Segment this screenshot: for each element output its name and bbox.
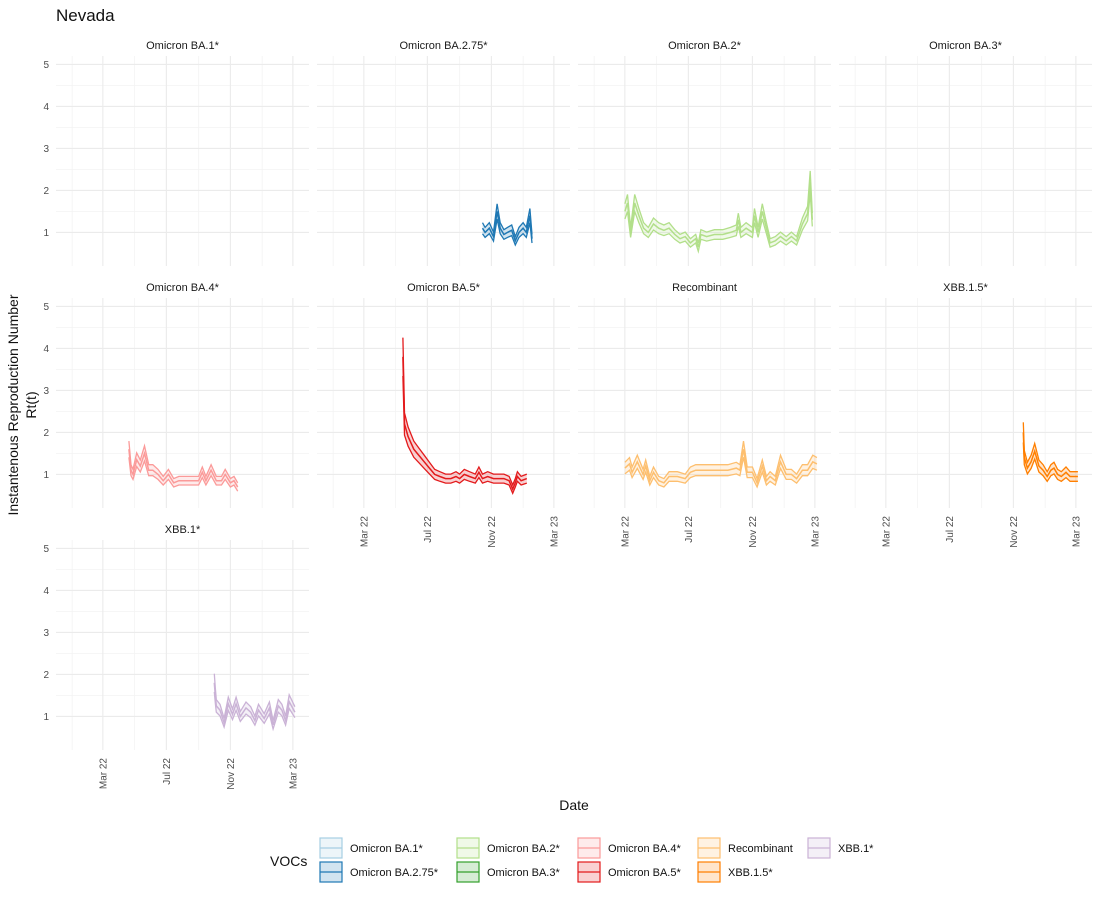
x-tick-label: Mar 23 bbox=[549, 516, 560, 548]
rt-series-line bbox=[1022, 432, 1078, 478]
legend: VOCs Omicron BA.1* Omicron BA.2.75* Omicro… bbox=[270, 837, 874, 883]
facet-panels: Omicron BA.1* 1 2 3 4 5 Omicron BA.2.75* Omicro… bbox=[43, 40, 1092, 790]
facet-panel-xbb-1-5: XBB.1.5* Mar 22 Jul 22 Nov 22 Mar 23 bbox=[839, 282, 1092, 548]
legend-item-omicron-ba-1: Omicron BA.1* bbox=[319, 837, 423, 859]
x-tick-label: Jul 22 bbox=[945, 516, 956, 543]
upper-bound-line bbox=[481, 203, 533, 239]
legend-item-omicron-ba-5: Omicron BA.5* bbox=[577, 861, 681, 883]
y-tick-label: 1 bbox=[43, 228, 49, 239]
legend-item-omicron-ba-2-75: Omicron BA.2.75* bbox=[319, 861, 439, 883]
legend-label: Omicron BA.3* bbox=[487, 867, 560, 879]
x-tick-label: Mar 23 bbox=[1071, 516, 1082, 548]
facet-panel-omicron-ba-4: Omicron BA.4* 1 2 3 4 5 bbox=[43, 282, 309, 508]
facet-strip-label: Omicron BA.1* bbox=[146, 40, 219, 52]
lower-bound-line bbox=[402, 375, 528, 495]
lower-bound-line bbox=[128, 457, 239, 492]
legend-label: Omicron BA.2.75* bbox=[350, 867, 439, 879]
legend-title: VOCs bbox=[270, 853, 307, 869]
rt-series-line bbox=[128, 449, 239, 488]
ci-ribbon bbox=[482, 203, 532, 245]
x-tick-label: Mar 22 bbox=[881, 516, 892, 548]
y-tick-label: 2 bbox=[43, 670, 49, 681]
y-tick-label: 5 bbox=[43, 60, 49, 71]
chart-title: Nevada bbox=[56, 6, 115, 25]
y-axis-title: Instantenous Reproduction Number bbox=[5, 294, 21, 515]
facet-strip-label: Omicron BA.4* bbox=[146, 282, 219, 294]
lower-bound-line bbox=[481, 218, 533, 247]
facet-strip-label: XBB.1.5* bbox=[943, 282, 988, 294]
ci-ribbon bbox=[624, 441, 817, 487]
legend-item-omicron-ba-3: Omicron BA.3* bbox=[456, 861, 560, 883]
upper-bound-line bbox=[213, 673, 296, 721]
rt-series-line bbox=[402, 356, 528, 492]
y-tick-label: 2 bbox=[43, 428, 49, 439]
y-tick-label: 1 bbox=[43, 712, 49, 723]
upper-bound-line bbox=[624, 170, 813, 244]
y-tick-label: 3 bbox=[43, 628, 49, 639]
legend-item-xbb-1-5: XBB.1.5* bbox=[697, 861, 773, 883]
lower-bound-line bbox=[1022, 442, 1078, 483]
facet-panel-omicron-ba-2: Omicron BA.2* bbox=[578, 40, 831, 266]
legend-label: Recombinant bbox=[728, 843, 793, 855]
x-tick-label: Nov 22 bbox=[226, 758, 237, 790]
y-tick-label: 5 bbox=[43, 302, 49, 313]
x-tick-label: Jul 22 bbox=[423, 516, 434, 543]
facet-panel-omicron-ba-1: Omicron BA.1* 1 2 3 4 5 bbox=[43, 40, 309, 266]
legend-label: XBB.1.5* bbox=[728, 867, 773, 879]
x-tick-label: Jul 22 bbox=[162, 758, 173, 785]
x-tick-label: Nov 22 bbox=[1009, 516, 1020, 548]
x-tick-label: Jul 22 bbox=[684, 516, 695, 543]
y-tick-label: 3 bbox=[43, 144, 49, 155]
legend-item-omicron-ba-4: Omicron BA.4* bbox=[577, 837, 681, 859]
legend-label: XBB.1* bbox=[838, 843, 874, 855]
x-tick-label: Mar 23 bbox=[810, 516, 821, 548]
facet-panel-xbb-1: XBB.1* 1 2 3 4 5 Mar 22 Jul 22 Nov 22 Mar 23 bbox=[43, 524, 309, 790]
x-tick-label: Nov 22 bbox=[748, 516, 759, 548]
x-tick-label: Mar 23 bbox=[288, 758, 299, 790]
y-tick-label: 4 bbox=[43, 586, 49, 597]
y-axis-title-line-2: Rt(t) bbox=[23, 391, 39, 418]
facet-panel-omicron-ba-3: Omicron BA.3* bbox=[839, 40, 1092, 266]
x-tick-label: Mar 22 bbox=[98, 758, 109, 790]
y-tick-label: 4 bbox=[43, 344, 49, 355]
x-tick-label: Mar 22 bbox=[620, 516, 631, 548]
facet-panel-omicron-ba-5: Omicron BA.5* Mar 22 Jul 22 Nov 22 Mar 23 bbox=[317, 282, 570, 548]
rt-series-line bbox=[481, 211, 533, 243]
rt-series-line bbox=[624, 181, 814, 248]
x-tick-label: Mar 22 bbox=[359, 516, 370, 548]
upper-bound-line bbox=[1022, 422, 1078, 474]
legend-item-recombinant: Recombinant bbox=[697, 837, 793, 859]
y-tick-label: 5 bbox=[43, 544, 49, 555]
upper-bound-line bbox=[402, 337, 528, 487]
legend-label: Omicron BA.1* bbox=[350, 843, 423, 855]
x-axis-title: Date bbox=[559, 797, 589, 813]
facet-strip-label: Omicron BA.5* bbox=[407, 282, 480, 294]
rt-series-line bbox=[624, 449, 818, 485]
legend-label: Omicron BA.5* bbox=[608, 867, 681, 879]
facet-panel-omicron-ba-2-75: Omicron BA.2.75* bbox=[317, 40, 570, 266]
legend-item-omicron-ba-2: Omicron BA.2* bbox=[456, 837, 560, 859]
upper-bound-line bbox=[624, 441, 818, 481]
facet-strip-label: Omicron BA.2.75* bbox=[399, 40, 488, 52]
facet-strip-label: XBB.1* bbox=[165, 524, 201, 536]
rt-series-line bbox=[213, 682, 296, 726]
lower-bound-line bbox=[624, 457, 818, 489]
y-tick-label: 1 bbox=[43, 470, 49, 481]
legend-label: Omicron BA.2* bbox=[487, 843, 560, 855]
lower-bound-line bbox=[213, 691, 296, 732]
y-tick-label: 4 bbox=[43, 102, 49, 113]
facet-strip-label: Recombinant bbox=[672, 282, 737, 294]
legend-label: Omicron BA.4* bbox=[608, 843, 681, 855]
y-tick-label: 2 bbox=[43, 186, 49, 197]
legend-item-xbb-1: XBB.1* bbox=[807, 837, 874, 859]
upper-bound-line bbox=[128, 441, 239, 484]
facet-strip-label: Omicron BA.2* bbox=[668, 40, 741, 52]
x-tick-label: Nov 22 bbox=[487, 516, 498, 548]
y-tick-label: 3 bbox=[43, 386, 49, 397]
facet-strip-label: Omicron BA.3* bbox=[929, 40, 1002, 52]
facet-panel-recombinant: Recombinant Mar 22 Jul 22 Nov 22 Mar 23 bbox=[578, 282, 831, 548]
lower-bound-line bbox=[624, 193, 813, 254]
